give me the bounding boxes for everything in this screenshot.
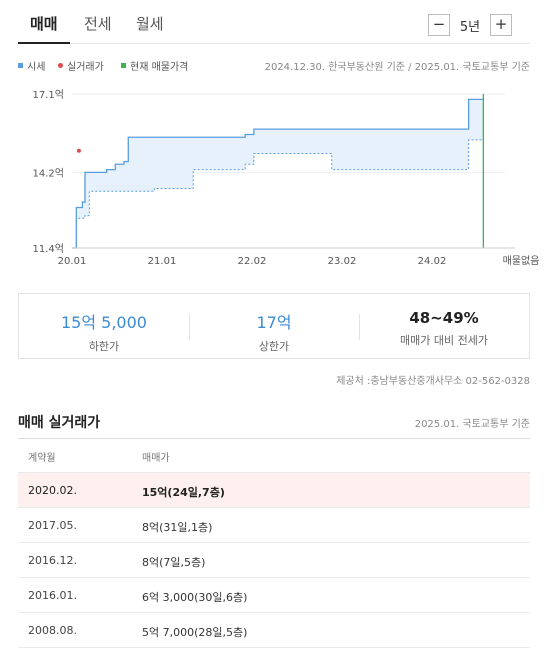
contract-date: 2008.08.: [28, 624, 77, 637]
actual-deal-point: [76, 148, 81, 153]
market-price-upper-line: [72, 98, 484, 249]
divider: [189, 314, 190, 340]
summary-jeonse-ratio: 48~49% 매매가 대비 전세가: [359, 294, 529, 358]
y-tick-label: 11.4억: [33, 243, 64, 255]
chart-legend: 시세 실거래가 현재 매물가격 2024.12.30. 한국부동산원 기준 / …: [18, 58, 530, 73]
x-tick-label: 24.02: [418, 256, 447, 267]
legend-label: 시세: [27, 62, 46, 73]
deals-section-title: 매매 실거래가: [18, 415, 101, 431]
lower-price-value: 15억 5,000: [61, 313, 147, 332]
jeonse-ratio-label: 매매가 대비 전세가: [400, 334, 488, 347]
sale-price: 8억(7일,5층): [142, 556, 206, 569]
legend-label: 실거래가: [67, 62, 104, 73]
price-summary-box: 15억 5,000 하한가 17억 상한가 48~49% 매매가 대비 전세가: [18, 293, 530, 359]
provider-info: 제공처 :충남부동산중개사무소 02-562-0328: [336, 376, 530, 387]
sale-price: 5억 7,000(28일,5층): [142, 626, 248, 639]
table-row[interactable]: 2017.05. 8억(31일,1층): [18, 508, 530, 543]
table-header: 계약월 매매가: [18, 439, 530, 473]
data-source-note: 2024.12.30. 한국부동산원 기준 / 2025.01. 국토교통부 기…: [264, 62, 530, 73]
legend-item-actual-deal: 실거래가: [58, 58, 104, 73]
dot-marker-icon: [58, 63, 63, 68]
square-marker-icon: [18, 63, 23, 68]
deals-table: 계약월 매매가 2020.02. 15억(24일,7층) 2017.05. 8억…: [18, 438, 530, 648]
legend-label: 현재 매물가격: [130, 62, 189, 73]
upper-price-value: 17억: [256, 313, 292, 332]
contract-date: 2020.02.: [28, 484, 77, 497]
market-price-lower-line: [72, 137, 484, 249]
period-decrease-button[interactable]: −: [428, 14, 450, 36]
period-increase-button[interactable]: +: [490, 14, 512, 36]
table-row[interactable]: 2016.01. 6억 3,000(30일,6층): [18, 578, 530, 613]
x-tick-label: 23.02: [328, 256, 357, 267]
sale-price: 8억(31일,1층): [142, 521, 213, 534]
y-tick-label: 17.1억: [33, 89, 64, 101]
tab-monthly-rent[interactable]: 월세: [136, 15, 164, 33]
x-tick-label: 매물없음: [503, 254, 540, 267]
square-marker-icon: [121, 63, 126, 68]
summary-lower-price: 15억 5,000 하한가: [19, 294, 189, 358]
contract-date: 2016.01.: [28, 589, 77, 602]
active-tab-underline: [18, 42, 70, 44]
sale-price: 15억(24일,7층): [142, 486, 225, 499]
legend-item-current-listing: 현재 매물가격: [121, 58, 188, 73]
market-price-band: [72, 99, 484, 249]
y-tick-label: 14.2억: [33, 167, 64, 179]
jeonse-ratio-value: 48~49%: [409, 309, 479, 327]
period-control: − 5년 +: [428, 14, 512, 36]
period-label: 5년: [459, 19, 481, 35]
sale-price: 6억 3,000(30일,6층): [142, 591, 248, 604]
lower-price-label: 하한가: [88, 340, 120, 353]
table-row[interactable]: 2020.02. 15억(24일,7층): [18, 473, 530, 508]
summary-upper-price: 17억 상한가: [189, 294, 359, 358]
x-tick-label: 20.01: [58, 256, 87, 267]
upper-price-label: 상한가: [258, 340, 290, 353]
contract-date: 2017.05.: [28, 519, 77, 532]
table-row[interactable]: 2016.12. 8억(7일,5층): [18, 543, 530, 578]
x-tick-label: 21.01: [148, 256, 177, 267]
legend-item-market-price: 시세: [18, 58, 45, 73]
header-contract-month: 계약월: [28, 453, 56, 464]
contract-date: 2016.12.: [28, 554, 77, 567]
x-tick-label: 22.02: [238, 256, 267, 267]
divider: [359, 314, 360, 340]
header-sale-price: 매매가: [142, 453, 170, 464]
deals-source-note: 2025.01. 국토교통부 기준: [414, 419, 530, 430]
deal-type-tabs: 매매 전세 월세 − 5년 +: [18, 0, 530, 44]
table-row[interactable]: 2008.08. 5억 7,000(28일,5층): [18, 613, 530, 648]
tab-sale[interactable]: 매매: [30, 15, 58, 33]
tab-jeonse[interactable]: 전세: [84, 15, 112, 33]
